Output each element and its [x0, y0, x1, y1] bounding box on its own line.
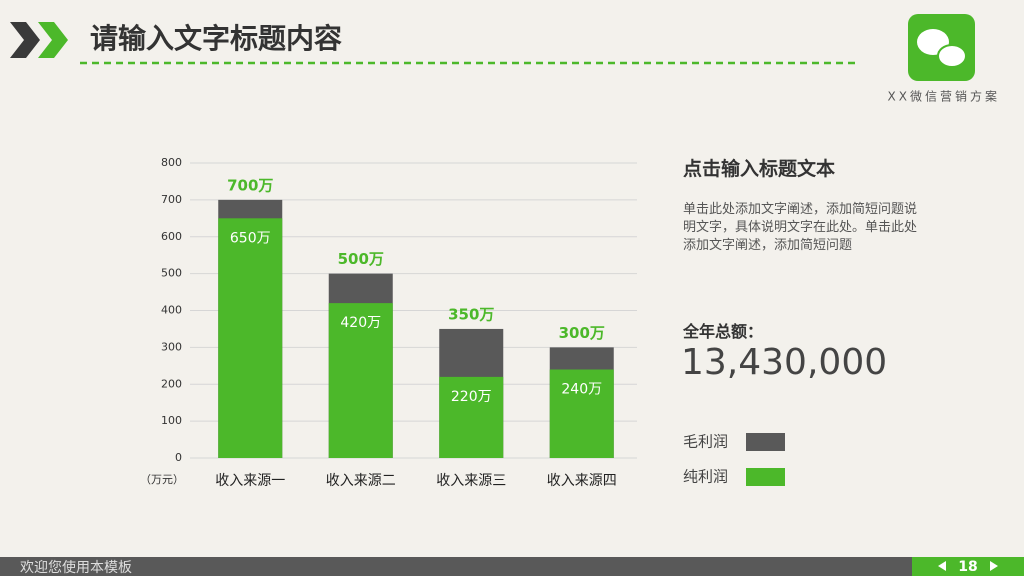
legend-swatch	[746, 433, 785, 451]
bar	[328, 303, 393, 458]
y-tick-label: 400	[161, 304, 182, 317]
bar	[439, 376, 504, 458]
wechat-bubble	[937, 44, 967, 68]
x-tick-label: 收入来源一	[215, 473, 285, 489]
side-heading: 点击输入标题文本	[683, 158, 836, 180]
legend-label: 纯利润	[683, 468, 728, 486]
side-body: 单击此处添加文字阐述，添加简短问题说明文字，具体说明文字在此处。单击此处添加文字…	[683, 202, 918, 253]
total-label: 全年总额：	[683, 322, 764, 341]
chevron	[38, 22, 68, 58]
legend-label: 毛利润	[683, 433, 728, 451]
chevron	[10, 22, 40, 58]
y-tick-label: 500	[161, 267, 182, 280]
brand: XX微信营销方案	[888, 89, 1000, 104]
legend-swatch	[746, 468, 785, 486]
bar	[218, 218, 283, 458]
chart: 0 100 200 300 400 500 600 700 800 （万元） 收入来源一 700万 65…	[140, 156, 785, 489]
y-tick-label: 100	[161, 414, 182, 427]
value-label: 500万	[338, 250, 384, 268]
value-label: 220万	[451, 389, 492, 405]
prev-arrow[interactable]	[938, 561, 946, 571]
total-value: 13,430,000	[681, 342, 888, 383]
y-tick-label: 700	[161, 193, 182, 206]
footer-bar	[0, 557, 1024, 576]
value-label: 700万	[227, 176, 273, 194]
y-tick-label: 200	[161, 377, 182, 390]
value-label: 350万	[448, 305, 494, 323]
footer-text: 欢迎您使用本模板	[20, 559, 132, 576]
y-tick-label: 0	[175, 451, 182, 464]
value-label: 650万	[230, 230, 271, 246]
y-axis-label: （万元）	[140, 473, 184, 486]
value-label: 420万	[340, 315, 381, 331]
page-box	[912, 557, 1024, 576]
y-tick-label: 800	[161, 156, 182, 169]
value-label: 300万	[559, 324, 605, 342]
y-tick-label: 600	[161, 230, 182, 243]
x-tick-label: 收入来源四	[547, 473, 617, 489]
next-arrow[interactable]	[990, 561, 998, 571]
slide-title: 请输入文字标题内容	[90, 22, 342, 55]
value-label: 240万	[561, 382, 602, 398]
x-tick-label: 收入来源二	[326, 473, 396, 489]
bar	[549, 369, 614, 458]
y-tick-label: 300	[161, 340, 182, 353]
page-number: 18	[958, 559, 977, 575]
x-tick-label: 收入来源三	[436, 473, 506, 489]
